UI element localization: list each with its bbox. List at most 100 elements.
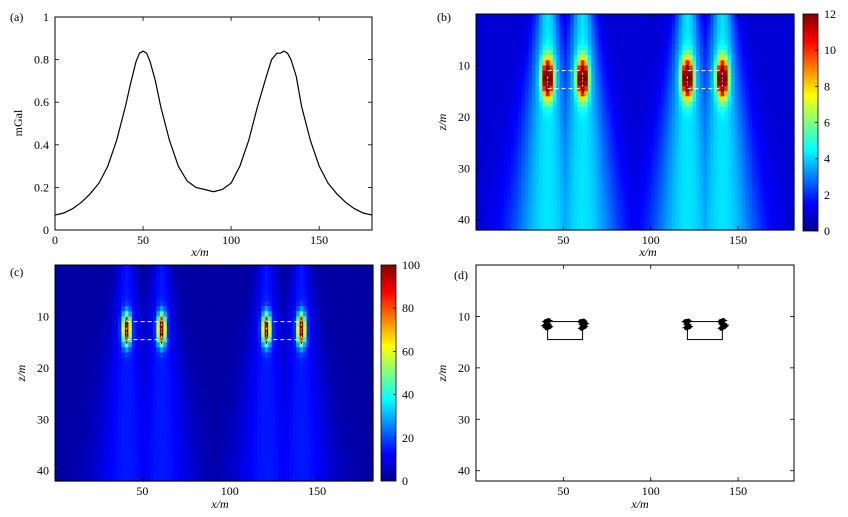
- heatmap-cell: [55, 285, 60, 292]
- heatmap-cell: [734, 19, 739, 25]
- heatmap-cell: [517, 111, 523, 118]
- heatmap-cell: [577, 122, 582, 128]
- heatmap-cell: [559, 127, 564, 133]
- heatmap-cell: [68, 367, 74, 374]
- heatmap-cell: [503, 224, 509, 231]
- heatmap-cell: [538, 168, 543, 175]
- heatmap-cell: [759, 199, 764, 205]
- heatmap-cell: [128, 290, 133, 297]
- heatmap-cell: [479, 55, 484, 61]
- heatmap-cell: [79, 357, 84, 364]
- heatmap-cell: [780, 19, 785, 25]
- heatmap-cell: [559, 70, 564, 77]
- heatmap-cell: [580, 24, 585, 31]
- heatmap-cell: [671, 24, 676, 31]
- heatmap-cell: [629, 178, 634, 185]
- heatmap-cell: [675, 91, 680, 97]
- heatmap-cell: [493, 34, 498, 41]
- heatmap-cell: [741, 34, 746, 41]
- heatmap-cell: [664, 214, 669, 221]
- heatmap-cell: [692, 44, 697, 51]
- heatmap-cell: [591, 194, 596, 200]
- heatmap-cell: [524, 34, 530, 41]
- heatmap-cell: [689, 111, 694, 118]
- heatmap-cell: [699, 50, 704, 56]
- heatmap-cell: [128, 475, 133, 482]
- heatmap-cell: [479, 224, 484, 231]
- heatmap-cell: [131, 311, 136, 318]
- heatmap-cell: [75, 475, 81, 482]
- heatmap-cell: [647, 178, 652, 185]
- x-tick-label: 150: [729, 233, 747, 247]
- heatmap-cell: [745, 86, 750, 92]
- heatmap-cell: [82, 403, 88, 410]
- heatmap-cell: [138, 388, 143, 395]
- heatmap-cell: [566, 147, 571, 154]
- heatmap-cell: [657, 60, 662, 67]
- heatmap-cell: [573, 183, 578, 190]
- heatmap-cell: [636, 101, 641, 108]
- heatmap-cell: [489, 24, 495, 31]
- heatmap-cell: [591, 224, 596, 231]
- heatmap-cell: [682, 19, 687, 25]
- heatmap-cell: [696, 34, 701, 41]
- heatmap-cell: [766, 24, 771, 31]
- heatmap-cell: [710, 116, 715, 123]
- heatmap-cell: [131, 398, 136, 405]
- heatmap-cell: [131, 342, 136, 348]
- heatmap-cell: [135, 347, 140, 354]
- heatmap-cell: [566, 142, 571, 149]
- heatmap-cell: [643, 152, 648, 159]
- heatmap-cell: [776, 199, 781, 205]
- heatmap-cell: [89, 445, 95, 451]
- heatmap-cell: [107, 475, 112, 482]
- heatmap-cell: [110, 306, 116, 312]
- heatmap-cell: [563, 214, 568, 221]
- heatmap-cell: [745, 199, 750, 205]
- heatmap-cell: [668, 55, 673, 61]
- heatmap-cell: [731, 178, 736, 185]
- heatmap-cell: [68, 445, 74, 451]
- heatmap-cell: [605, 80, 610, 87]
- heatmap-cell: [510, 86, 516, 92]
- heatmap-cell: [629, 55, 634, 61]
- heatmap-cell: [121, 306, 126, 312]
- heatmap-cell: [100, 290, 105, 297]
- heatmap-cell: [748, 24, 753, 31]
- heatmap-cell: [58, 362, 63, 369]
- heatmap-cell: [503, 60, 509, 67]
- heatmap-cell: [514, 86, 519, 92]
- heatmap-cell: [661, 75, 666, 82]
- heatmap-cell: [552, 132, 557, 139]
- heatmap-cell: [615, 163, 620, 169]
- heatmap-cell: [699, 219, 704, 226]
- heatmap-cell: [476, 80, 481, 87]
- heatmap-cell: [636, 91, 641, 97]
- heatmap-cell: [142, 342, 147, 348]
- heatmap-cell: [114, 475, 119, 482]
- heatmap-cell: [124, 311, 129, 318]
- heatmap-cell: [65, 326, 70, 333]
- heatmap-cell: [65, 285, 70, 292]
- heatmap-cell: [766, 152, 771, 159]
- heatmap-cell: [566, 29, 571, 36]
- heatmap-cell: [103, 455, 109, 462]
- heatmap-cell: [647, 209, 652, 216]
- heatmap-cell: [482, 158, 488, 164]
- heatmap-cell: [524, 24, 530, 31]
- heatmap-cell: [538, 163, 543, 169]
- heatmap-cell: [780, 194, 785, 200]
- heatmap-cell: [476, 132, 481, 139]
- heatmap-cell: [524, 163, 530, 169]
- heatmap-cell: [601, 91, 606, 97]
- heatmap-cell: [538, 188, 543, 195]
- heatmap-cell: [650, 24, 655, 31]
- heatmap-cell: [114, 265, 119, 271]
- heatmap-cell: [489, 122, 495, 128]
- heatmap-cell: [517, 122, 523, 128]
- heatmap-cell: [563, 34, 568, 41]
- heatmap-cell: [538, 106, 543, 113]
- heatmap-cell: [86, 311, 91, 318]
- heatmap-cell: [142, 388, 147, 395]
- x-tick-label: 100: [642, 233, 660, 247]
